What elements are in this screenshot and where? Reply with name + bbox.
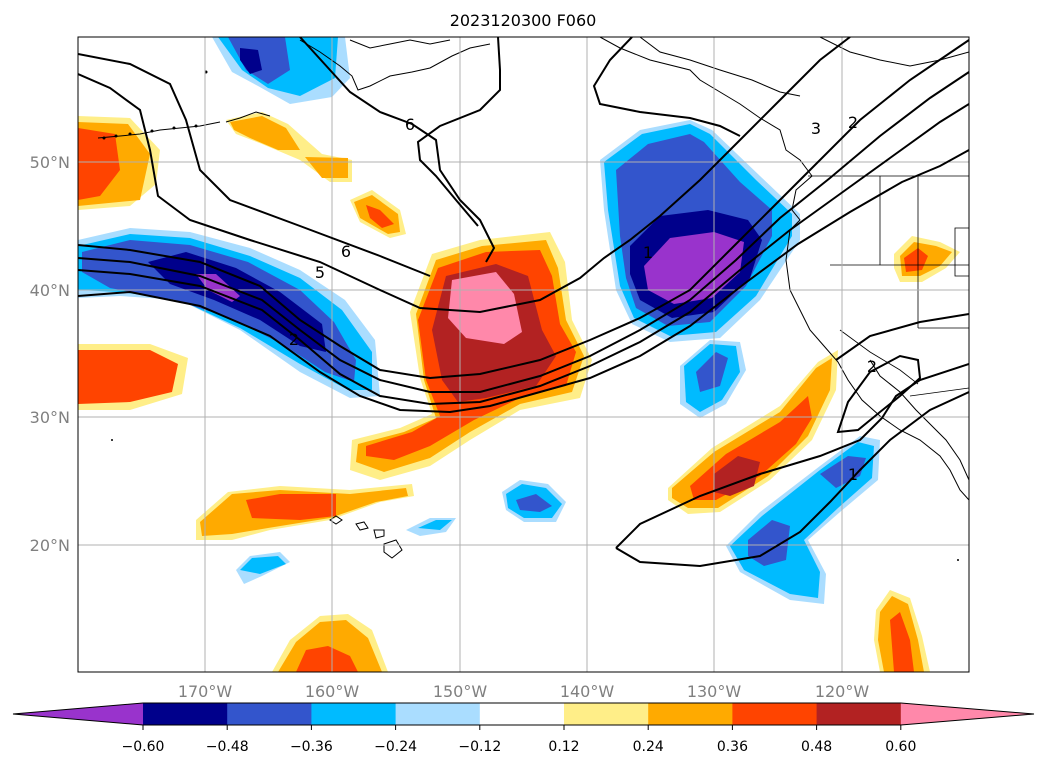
graticule — [78, 37, 969, 672]
contour-2 — [78, 53, 431, 277]
colorbar-extend-high — [900, 703, 1034, 725]
colorbar-tick-label: −0.60 — [122, 739, 165, 755]
contour-3 — [78, 39, 969, 380]
shade-west-positive-north — [78, 116, 160, 210]
contour-north-six — [416, 37, 501, 227]
colorbar-tick-label: 0.60 — [885, 739, 916, 755]
contour-gulf-ridge — [592, 37, 741, 137]
lon-tick-label: 160°W — [305, 682, 360, 701]
contour-label: 6 — [341, 242, 351, 261]
colorbar-tick-label: 0.24 — [633, 739, 664, 755]
contour-label: 1 — [643, 243, 653, 262]
contour-5 — [78, 103, 969, 406]
contour-label: 2 — [848, 113, 858, 132]
lon-tick-label: 170°W — [178, 682, 233, 701]
hawaii-islands — [329, 515, 403, 559]
contour-nw-six — [299, 37, 496, 263]
contour-outer-ridge — [78, 37, 851, 314]
lon-tick-label: 130°W — [687, 682, 742, 701]
lon-tick-label: 140°W — [560, 682, 615, 701]
contour-6 — [78, 149, 969, 414]
colorbar-extend-low — [13, 703, 143, 725]
colorbar-tick-label: 0.36 — [717, 739, 748, 755]
shade-hawaii-negatives — [236, 480, 566, 584]
colorbar: −0.60 −0.48 −0.36 −0.24 −0.12 0.12 0.24 0.36 0.4… — [12, 702, 1035, 755]
coastline-alaska — [97, 39, 491, 139]
shade-west-positive-south — [78, 344, 188, 410]
contour-labels: 6 6 5 2 3 2 1 1 2 — [289, 113, 877, 484]
shade-south-positive — [272, 614, 388, 672]
contour-socal-closed — [836, 354, 922, 434]
shade-far-southeast-positive — [874, 590, 930, 672]
colorbar-tick-label: −0.48 — [206, 739, 249, 755]
colorbar-tick-label: 0.12 — [548, 739, 579, 755]
colorbar-segment — [816, 703, 902, 725]
colorbar-segment — [564, 703, 649, 725]
colorbar-tick-label: −0.12 — [458, 739, 501, 755]
colorbar-tick-label: −0.36 — [290, 739, 333, 755]
contour-label: 3 — [811, 119, 821, 138]
contour-south-low — [615, 391, 969, 568]
colorbar-segment — [648, 703, 733, 725]
contours — [78, 37, 969, 568]
map-frame — [77, 36, 970, 673]
lat-tick-label: 20°N — [30, 536, 70, 555]
lat-tick-labels: 50°N 40°N 30°N 20°N — [30, 153, 70, 555]
lat-tick-label: 50°N — [30, 153, 70, 172]
lon-tick-label: 120°W — [815, 682, 870, 701]
lat-tick-label: 30°N — [30, 408, 70, 427]
contour-label: 5 — [315, 263, 325, 282]
colorbar-segment — [143, 703, 228, 725]
political-borders — [808, 175, 969, 397]
shade-southeast-positive — [668, 350, 838, 514]
contour-label: 1 — [848, 465, 858, 484]
colorbar-segment — [227, 703, 312, 725]
colorbar-segment — [311, 703, 397, 725]
colorbar-tick-label: 0.48 — [801, 739, 832, 755]
colorbar-segment — [732, 703, 818, 725]
lon-tick-label: 150°W — [433, 682, 488, 701]
shade-mid-negative — [680, 340, 746, 418]
contour-label: 2 — [867, 357, 877, 376]
shade-northeast-negative — [600, 120, 800, 342]
colorbar-segment — [395, 703, 481, 725]
contour-label: 2 — [289, 330, 299, 349]
shade-west-negative-band — [78, 228, 380, 398]
contour-4 — [78, 71, 969, 393]
figure-title: 2023120300 F060 — [450, 11, 597, 30]
lon-tick-labels: 170°W 160°W 150°W 140°W 130°W 120°W — [178, 682, 870, 701]
colorbar-segment — [479, 703, 565, 725]
map-content: 6 6 5 2 3 2 1 1 2 — [78, 37, 969, 672]
colorbar-tick-label: −0.24 — [374, 739, 417, 755]
shade-inland-positive — [894, 236, 960, 282]
contour-socal-outer — [835, 313, 969, 361]
contour-label: 6 — [405, 115, 415, 134]
shade-subtropical-positive — [196, 484, 414, 540]
lat-tick-label: 40°N — [30, 281, 70, 300]
